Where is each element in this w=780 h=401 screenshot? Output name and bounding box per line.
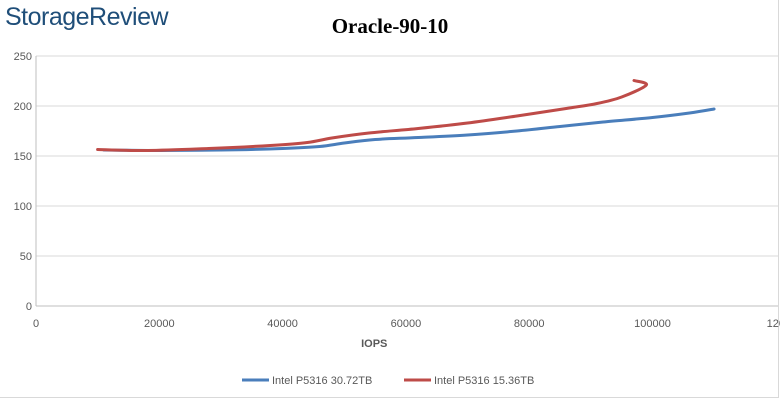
axes (35, 56, 778, 307)
series-line-intel-p5316-30-72tb (102, 107, 716, 152)
x-tick-label-120000: 120 (767, 318, 780, 330)
storagereview-logo: StorageReview (5, 3, 169, 31)
x-tick-label-100000: 100000 (634, 318, 671, 330)
legend: Intel P5316 30.72TB Intel P5316 15.36TB (242, 375, 534, 387)
chart-title: Oracle-90-10 (331, 14, 449, 38)
y-tick-label-100: 100 (14, 201, 32, 213)
x-tick-label-20000: 20000 (144, 318, 175, 330)
x-tick-label-80000: 80000 (514, 318, 545, 330)
tick-labels: 0 50 100 150 200 250 0 20000 40000 60000 80000 1000… (14, 51, 780, 330)
x-tick-label-60000: 60000 (391, 318, 422, 330)
x-tick-label-40000: 40000 (267, 318, 298, 330)
legend-label-intel-p5316-15-36tb: Intel P5316 15.36TB (434, 375, 534, 387)
legend-label-intel-p5316-30-72tb: Intel P5316 30.72TB (272, 375, 372, 387)
gridlines (36, 55, 778, 257)
y-tick-label-50: 50 (20, 251, 32, 263)
y-tick-label-150: 150 (14, 151, 32, 163)
x-axis-title: IOPS (361, 338, 387, 350)
y-tick-label-250: 250 (14, 51, 32, 63)
series-line-intel-p5316-15-36tb (96, 79, 648, 153)
series-lines (96, 79, 716, 153)
x-tick-label-0: 0 (33, 318, 39, 330)
y-tick-label-0: 0 (26, 301, 32, 313)
y-tick-label-200: 200 (14, 101, 32, 113)
